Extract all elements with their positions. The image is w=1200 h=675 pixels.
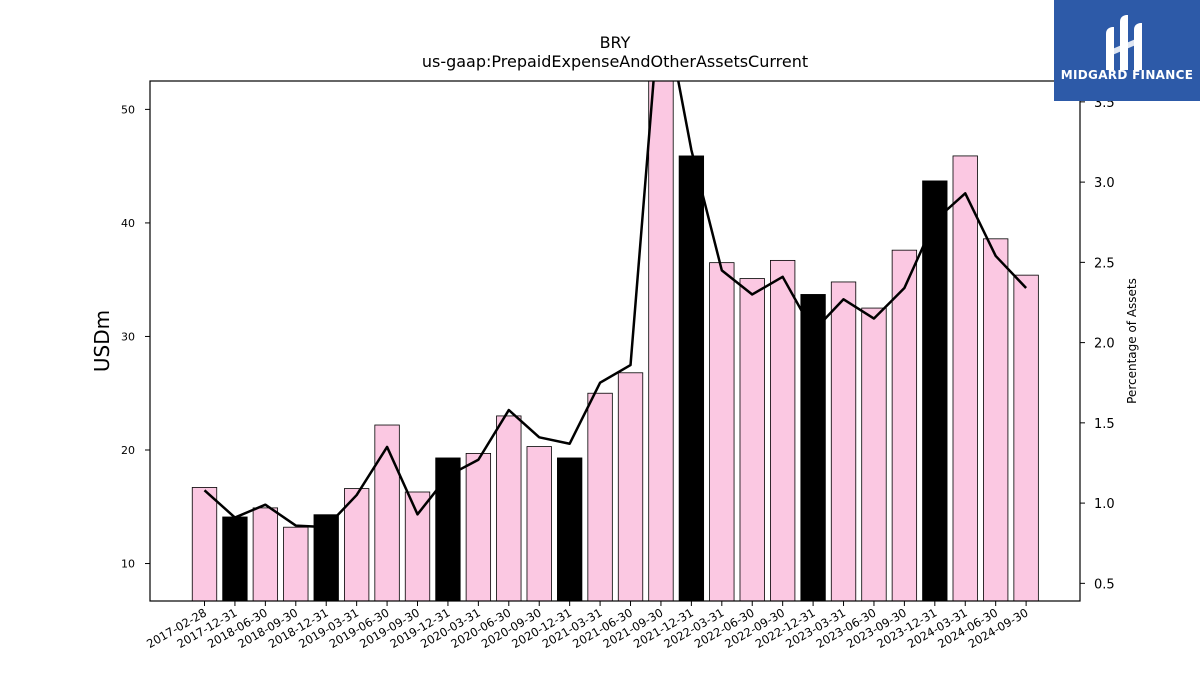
y2-tick-label: 2.5 [1094,256,1115,271]
bar [739,278,765,601]
bar [709,262,735,601]
y2-tick-label: 1.0 [1094,497,1115,512]
y-tick-label: 10 [121,558,135,571]
bar [343,488,370,601]
bar [861,307,887,601]
chart-title: BRY [599,33,631,52]
bar [404,491,431,601]
bar [922,180,948,601]
bar [678,155,705,601]
bar [800,294,826,601]
bar [983,238,1009,601]
bar [1013,274,1039,601]
y-tick-label: 30 [121,330,135,343]
bar [374,424,400,601]
y2-axis-label: Percentage of Assets [1125,278,1139,404]
percentage-line [203,81,1028,529]
bar [557,457,583,601]
y2-tick-label: 1.5 [1094,417,1115,432]
bar [770,259,796,601]
y-tick-label: 40 [121,217,135,230]
bar [252,507,279,601]
plot-frame [149,80,1081,602]
y2-tick-label: 0.5 [1094,577,1115,592]
chart-subtitle: us-gaap:PrepaidExpenseAndOtherAssetsCurr… [421,52,809,71]
bar [435,457,461,601]
y-tick-label: 20 [121,444,135,457]
bar [222,516,248,601]
bar [617,372,644,601]
y2-tick-label: 2.0 [1094,337,1115,352]
y-axis-label: USDm [90,310,114,372]
bar [191,487,218,601]
logo-text: MIDGARD FINANCE [1060,68,1194,82]
bar [283,526,309,601]
logo-mark-icon [1106,15,1142,70]
bar [891,249,918,601]
bar [526,446,552,601]
y-tick-label: 50 [121,103,135,116]
bar [587,392,613,601]
bar [830,281,857,601]
y2-tick-label: 3.0 [1094,176,1115,191]
midgard-finance-logo: MIDGARD FINANCE [1054,0,1200,101]
bar [496,415,522,601]
bar [952,155,978,601]
bar [648,81,674,601]
bar [465,452,492,601]
bar [313,514,339,601]
